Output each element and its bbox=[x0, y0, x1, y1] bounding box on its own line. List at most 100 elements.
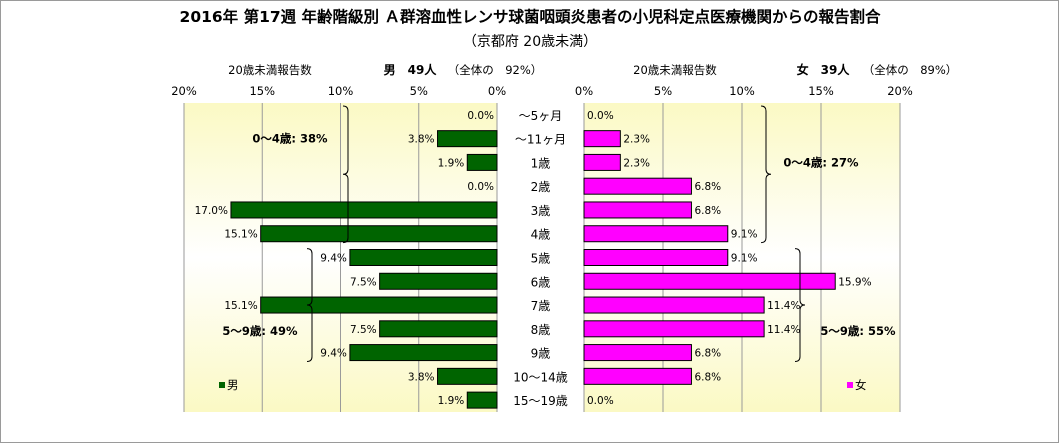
male-tick-label: 5% bbox=[410, 84, 428, 98]
age-category-labels: ～5ヶ月 ～11ヶ月 1歳 2歳 3歳 4歳 5歳 6歳 7歳 8歳 9歳 10～14歳 15～19歳 bbox=[513, 109, 568, 408]
male-bar bbox=[230, 201, 498, 219]
age-category-label: ～11ヶ月 bbox=[515, 133, 566, 147]
male-value-label: 17.0% bbox=[195, 205, 228, 217]
female-group-brace bbox=[760, 105, 772, 244]
female-value-label: 6.8% bbox=[694, 181, 721, 193]
female-value-label: 9.1% bbox=[731, 229, 758, 241]
female-value-label: 2.3% bbox=[623, 157, 650, 169]
male-value-label: 15.1% bbox=[224, 229, 257, 241]
chart-title: 2016年 第17週 年齢階級別 Ａ群溶血性レンサ球菌咽頭炎患者の小児科定点医療… bbox=[180, 7, 881, 26]
male-bar bbox=[437, 130, 498, 148]
female-tick-label: 20% bbox=[887, 84, 913, 98]
male-value-label: 9.4% bbox=[320, 253, 347, 265]
age-category-label: ～5ヶ月 bbox=[519, 109, 563, 123]
female-group-label: 5～9歳: 55% bbox=[820, 324, 896, 338]
female-bars bbox=[583, 130, 836, 385]
female-header-label: 20歳未満報告数 bbox=[633, 63, 717, 77]
male-tick-label: 20% bbox=[171, 84, 197, 98]
female-group-label: 0～4歳: 27% bbox=[783, 155, 859, 169]
female-bar bbox=[583, 367, 692, 385]
age-category-label: 6歳 bbox=[531, 275, 551, 289]
male-tick-labels: 20% 15% 10% 5% 0% bbox=[171, 84, 506, 98]
age-category-label: 7歳 bbox=[531, 299, 551, 313]
male-value-label: 0.0% bbox=[467, 181, 494, 193]
female-header-share: （全体の 89%） bbox=[863, 63, 958, 77]
age-category-label: 3歳 bbox=[531, 204, 551, 218]
male-group-label: 0～4歳: 38% bbox=[252, 132, 328, 146]
male-bar bbox=[349, 249, 498, 266]
female-bar bbox=[583, 296, 765, 314]
male-bar bbox=[260, 225, 498, 243]
female-bar bbox=[583, 272, 836, 290]
female-value-label: 9.1% bbox=[731, 253, 758, 265]
male-group-label: 5～9歳: 49% bbox=[222, 324, 298, 338]
male-bar bbox=[437, 367, 498, 385]
male-value-label: 15.1% bbox=[224, 300, 257, 312]
legend-male-label: 男 bbox=[227, 378, 239, 392]
female-bar bbox=[583, 344, 692, 362]
female-bar bbox=[583, 320, 765, 338]
male-header-share: （全体の 92%） bbox=[448, 63, 543, 77]
male-bar bbox=[349, 344, 498, 362]
age-category-label: 15～19歳 bbox=[513, 394, 568, 408]
female-tick-label: 15% bbox=[808, 84, 834, 98]
female-bar bbox=[583, 249, 729, 266]
legend-female-swatch bbox=[847, 382, 853, 388]
female-bar bbox=[583, 153, 621, 171]
female-value-labels: 0.0% 2.3% 2.3% 6.8% 6.8% 9.1% 9.1% 15.9% 11.4% 11… bbox=[587, 110, 872, 407]
age-category-label: 9歳 bbox=[531, 347, 551, 361]
age-category-label: 2歳 bbox=[531, 180, 551, 194]
legend-female: 女 bbox=[847, 378, 867, 392]
male-bar bbox=[466, 391, 498, 409]
female-tick-label: 0% bbox=[575, 84, 593, 98]
male-group-brace bbox=[306, 248, 313, 362]
age-category-label: 10～14歳 bbox=[513, 370, 568, 384]
legend-male-swatch bbox=[219, 382, 225, 388]
male-value-label: 7.5% bbox=[350, 324, 377, 336]
male-bar bbox=[379, 272, 498, 290]
female-tick-labels: 0% 5% 10% 15% 20% bbox=[575, 84, 913, 98]
male-tick-label: 15% bbox=[249, 84, 275, 98]
female-group-brace bbox=[794, 248, 806, 362]
male-tick-label: 10% bbox=[328, 84, 354, 98]
male-group-brace bbox=[342, 105, 349, 244]
female-value-label: 15.9% bbox=[838, 276, 871, 288]
chart-subtitle: （京都府 20歳未満） bbox=[463, 34, 597, 50]
male-bar bbox=[466, 153, 498, 171]
male-value-label: 1.9% bbox=[438, 395, 465, 407]
female-value-label: 11.4% bbox=[767, 300, 800, 312]
male-value-labels: 0.0%3.8%1.9%0.0%17.0%15.1%9.4%7.5%15.1%7… bbox=[195, 110, 494, 407]
female-header-count: 女 39人 bbox=[797, 62, 851, 77]
legend-male: 男 bbox=[219, 378, 239, 392]
female-bar bbox=[583, 177, 692, 195]
female-bar bbox=[583, 201, 692, 219]
male-bars bbox=[230, 130, 498, 409]
male-bar bbox=[379, 320, 498, 338]
female-value-label: 11.4% bbox=[767, 324, 800, 336]
male-bar bbox=[260, 296, 498, 314]
male-group-annotations: 0～4歳: 38% 5～9歳: 49% bbox=[222, 105, 349, 362]
legend-female-label: 女 bbox=[855, 378, 867, 392]
male-header-count: 男 49人 bbox=[384, 62, 438, 77]
male-value-label: 9.4% bbox=[320, 348, 347, 360]
female-group-annotations: 0～4歳: 27% 5～9歳: 55% bbox=[760, 105, 896, 362]
male-header-label: 20歳未満報告数 bbox=[228, 63, 312, 77]
female-value-label: 6.8% bbox=[694, 371, 721, 383]
female-tick-label: 10% bbox=[729, 84, 755, 98]
female-bar bbox=[583, 130, 621, 148]
female-bar bbox=[583, 225, 729, 243]
age-category-label: 5歳 bbox=[531, 252, 551, 266]
female-value-label: 6.8% bbox=[694, 348, 721, 360]
male-value-label: 1.9% bbox=[438, 157, 465, 169]
female-value-label: 0.0% bbox=[587, 110, 614, 122]
female-tick-label: 5% bbox=[654, 84, 672, 98]
age-category-label: 4歳 bbox=[531, 228, 551, 242]
male-value-label: 3.8% bbox=[408, 371, 435, 383]
female-value-label: 6.8% bbox=[694, 205, 721, 217]
male-value-label: 0.0% bbox=[467, 110, 494, 122]
age-category-label: 1歳 bbox=[531, 156, 551, 170]
male-value-label: 3.8% bbox=[408, 134, 435, 146]
male-value-label: 7.5% bbox=[350, 276, 377, 288]
female-value-label: 0.0% bbox=[587, 395, 614, 407]
